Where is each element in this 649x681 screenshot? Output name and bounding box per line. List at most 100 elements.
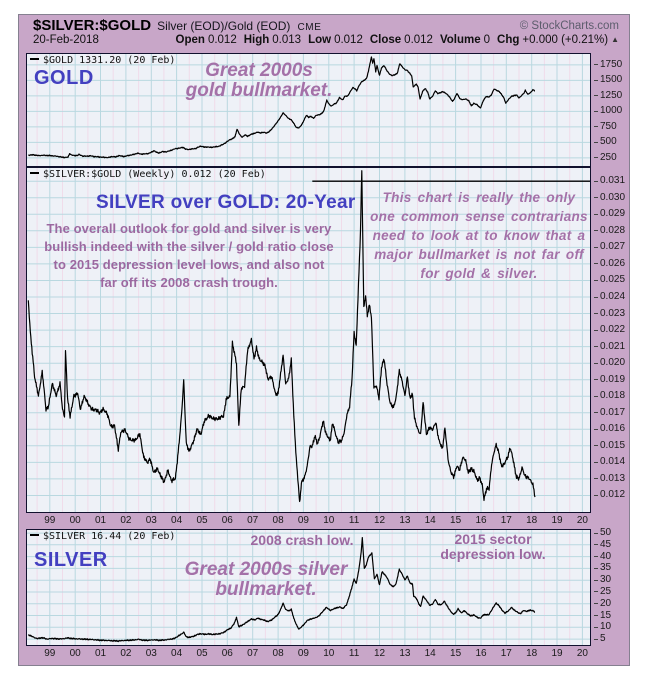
y-tick-label: 10 (594, 622, 611, 632)
tick-mark (594, 445, 598, 447)
x-tick-label: 05 (196, 648, 208, 659)
y-tick-label: 1250 (594, 90, 622, 101)
ratio-plot (27, 168, 590, 512)
x-tick-label: 00 (69, 648, 81, 659)
y-tick-label: 0.023 (594, 308, 625, 319)
tick-mark (594, 126, 598, 128)
gold-plot (27, 54, 590, 166)
x-tick-label: 05 (196, 515, 208, 526)
y-tick-label: 0.028 (594, 225, 625, 236)
gold-annotation: Great 2000s gold bullmarket. (185, 60, 333, 101)
y-tick-label: 0.018 (594, 391, 625, 401)
tick-mark (594, 461, 598, 463)
ratio-annotation: This chart is really the only one common… (370, 190, 588, 281)
ratio-panel: $SILVER:$GOLD (Weekly) 0.012 (20 Feb) SI… (26, 167, 591, 513)
silver-y-axis: 5 10 15 20 25 30 35 40 45 50 (594, 528, 630, 644)
x-tick-label: 11 (348, 648, 360, 659)
high-label: High (243, 34, 270, 46)
x-tick-label: 03 (145, 648, 157, 659)
y-tick-label: 0.031 (594, 176, 625, 186)
high-value: 0.013 (272, 34, 302, 46)
tick-mark (594, 556, 598, 558)
x-tick-label: 01 (94, 648, 107, 659)
tick-mark (594, 532, 598, 534)
low-label: Low (308, 34, 332, 46)
up-arrow-icon: ▲ (611, 35, 619, 44)
tick-mark (594, 603, 598, 605)
y-tick-label: 0.020 (594, 358, 625, 368)
volume-value: 0 (483, 34, 491, 46)
tick-mark (594, 544, 598, 546)
x-tick-label: 06 (221, 515, 233, 526)
crash-low-annotation: 2008 crash low. (250, 532, 354, 548)
tick-mark (594, 246, 598, 248)
exchange-label: CME (297, 22, 322, 33)
y-tick-label: 0.027 (594, 242, 625, 252)
x-tick-label: 16 (475, 648, 487, 659)
tick-mark (594, 180, 598, 182)
tick-mark (594, 79, 598, 81)
gold-label: GOLD (34, 67, 94, 89)
y-tick-label: 0.030 (594, 192, 625, 203)
y-tick-label: 250 (594, 152, 617, 163)
y-tick-label: 0.021 (594, 341, 625, 352)
y-tick-label: 1500 (594, 75, 622, 85)
y-tick-label: 25 (594, 586, 611, 597)
header-row-1: $SILVER:$GOLD Silver (EOD)/Gold (EOD) CME … (33, 17, 619, 34)
y-tick-label: 0.015 (594, 440, 625, 451)
y-tick-label: 0.029 (594, 209, 625, 219)
tick-mark (594, 428, 598, 430)
symbol-title: $SILVER:$GOLD (33, 17, 152, 34)
x-tick-label: 09 (297, 648, 309, 659)
tick-mark (594, 296, 598, 298)
y-tick-label: 1000 (594, 106, 622, 116)
chg-label: Chg (497, 34, 520, 46)
tick-mark (594, 110, 598, 112)
x-tick-label: 20 (576, 515, 588, 526)
tick-mark (594, 346, 598, 348)
x-tick-label: 00 (69, 515, 81, 526)
tick-mark (594, 362, 598, 364)
x-tick-label: 02 (120, 648, 132, 659)
silver-label: SILVER (34, 549, 108, 571)
y-tick-label: 0.014 (594, 457, 625, 467)
x-tick-label: 04 (171, 515, 183, 526)
y-tick-label: 0.025 (594, 275, 625, 285)
tick-mark (594, 230, 598, 232)
y-tick-label: 0.013 (594, 473, 625, 484)
x-tick-label: 99 (44, 648, 56, 659)
silver-x-axis: 99 00 01 02 03 04 05 06 07 08 09 10 11 12 13 14 15 16 17 18… (27, 648, 590, 661)
y-tick-label: 750 (594, 121, 617, 132)
y-tick-label: 0.022 (594, 325, 625, 335)
x-tick-label: 16 (475, 515, 487, 526)
y-tick-label: 0.017 (594, 407, 625, 418)
y-tick-label: 0.019 (594, 374, 625, 385)
tick-mark (594, 197, 598, 199)
tick-mark (594, 141, 598, 143)
tick-mark (594, 329, 598, 331)
x-tick-label: 17 (500, 648, 512, 659)
ratio-x-axis: 99 00 01 02 03 04 05 06 07 08 09 10 11 12 13 14 15 16 17 18… (27, 515, 590, 528)
tick-mark (594, 494, 598, 496)
x-tick-label: 15 (450, 515, 462, 526)
tick-mark (594, 95, 598, 97)
tick-mark (594, 478, 598, 480)
tick-mark (594, 213, 598, 215)
x-tick-label: 12 (373, 648, 386, 659)
quote-date: 20-Feb-2018 (33, 34, 99, 46)
x-tick-label: 08 (272, 515, 284, 526)
x-tick-label: 06 (221, 648, 233, 659)
tick-mark (594, 263, 598, 265)
ratio-title: SILVER over GOLD: 20-Year (96, 192, 356, 213)
y-tick-label: 20 (594, 598, 611, 609)
gold-y-axis: 250 500 750 1000 1250 1500 1750 (594, 53, 630, 165)
x-tick-label: 14 (424, 648, 436, 659)
y-tick-label: 0.012 (594, 490, 625, 500)
x-tick-label: 15 (450, 648, 462, 659)
silver-annotation: Great 2000s silver bullmarket. (184, 559, 348, 600)
open-value: 0.012 (207, 34, 237, 46)
symbol-description: Silver (EOD)/Gold (EOD) (157, 19, 291, 33)
silver-plot (27, 530, 590, 645)
y-tick-label: 50 (594, 528, 611, 538)
x-tick-label: 17 (500, 515, 512, 526)
